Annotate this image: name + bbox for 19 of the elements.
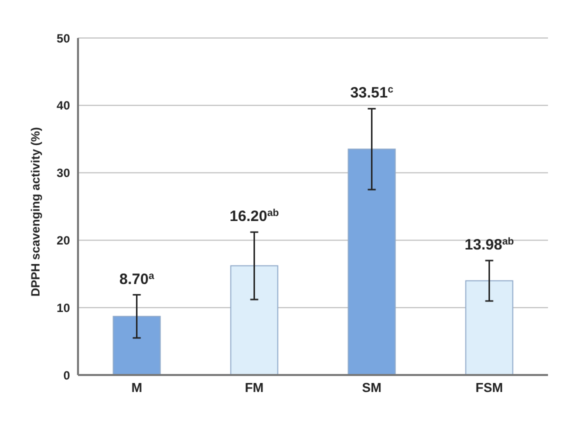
y-tick-label: 50	[56, 31, 70, 46]
y-tick-label: 10	[56, 300, 70, 315]
y-tick-label: 40	[56, 98, 70, 113]
data-label: 13.98$^{ab}$	[464, 236, 514, 254]
x-tick-label: FSM	[476, 380, 503, 396]
data-label: 8.70$^{a}$	[119, 270, 155, 288]
bar	[465, 280, 514, 375]
bar	[112, 316, 161, 375]
data-label: 16.20$^{ab}$	[230, 208, 279, 226]
bar	[230, 265, 278, 375]
y-tick-label: 0	[63, 368, 70, 382]
data-label: 33.51$^{c}$	[350, 84, 394, 102]
y-tick-label: 20	[56, 233, 70, 248]
y-tick-label: 30	[56, 166, 70, 180]
y-axis-title: DPPH scavenging activity (%)	[28, 127, 42, 296]
x-tick-label: M	[131, 380, 142, 396]
x-tick-label: FM	[244, 380, 264, 396]
x-tick-label: SM	[362, 380, 382, 396]
bar	[348, 148, 396, 375]
